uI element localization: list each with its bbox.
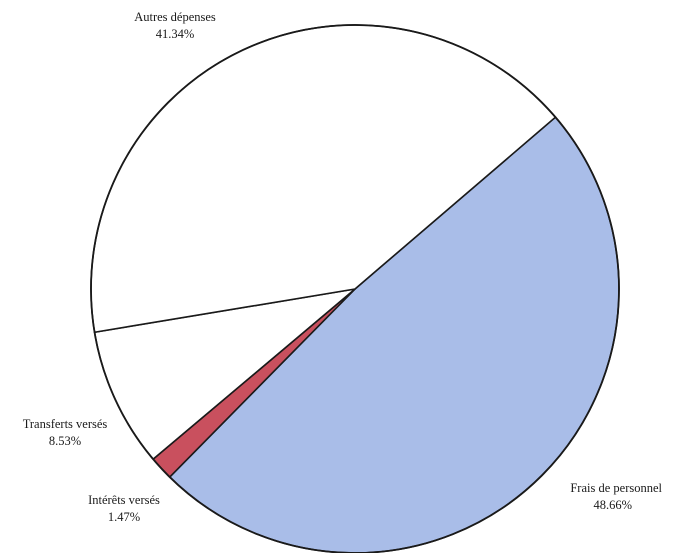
slice-label-value: 1.47% [108,510,140,524]
slice-label-transferts-verses: Transferts versés 8.53% [23,417,108,448]
slice-label-value: 48.66% [593,498,632,512]
slice-label-frais-de-personnel: Frais de personnel 48.66% [570,481,662,512]
slice-label-name: Autres dépenses [134,10,216,24]
pie-labels: Frais de personnel 48.66% Intérêts versés 1… [23,10,663,524]
pie-slices [90,24,620,553]
slice-label-name: Transferts versés [23,417,108,431]
slice-label-name: Intérêts versés [88,493,160,507]
slice-label-value: 8.53% [49,434,81,448]
slice-label-value: 41.34% [156,27,195,41]
slice-label-autres-depenses: Autres dépenses 41.34% [134,10,216,41]
slice-label-name: Frais de personnel [570,481,662,495]
pie-outline [90,24,620,553]
slice-label-interets-verses: Intérêts versés 1.47% [88,493,160,524]
